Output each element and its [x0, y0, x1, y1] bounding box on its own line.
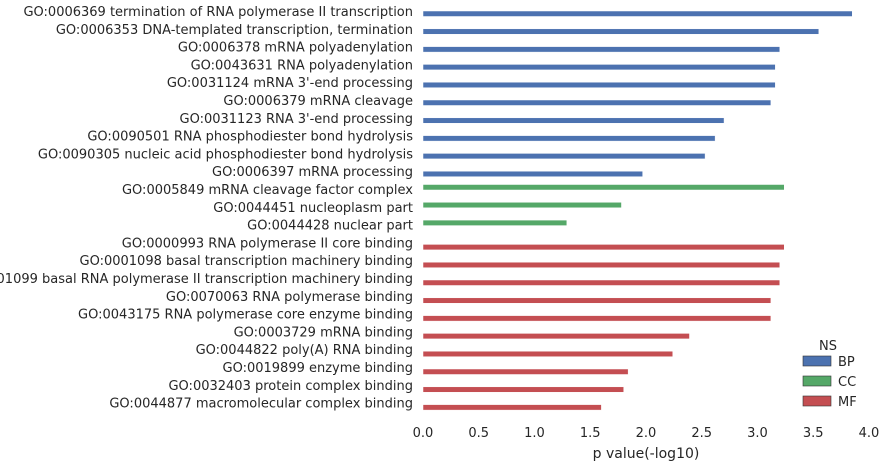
bar-1: [422, 10, 853, 17]
category-label-8: GO:0090501 RNA phosphodiester bond hydro…: [87, 130, 413, 145]
category-label-17: GO:0070063 RNA polymerase binding: [166, 290, 413, 305]
category-label-7: GO:0031123 RNA 3'-end processing: [180, 112, 414, 127]
bar-7: [422, 117, 725, 124]
bar-8: [422, 135, 716, 142]
bar-5: [422, 81, 776, 88]
x-axis-ticks: 0.0 0.5 1.0 1.5 2.0 2.5 3.0 3.5 4.0: [413, 426, 880, 441]
bar-10: [422, 170, 643, 177]
category-label-3: GO:0006378 mRNA polyadenylation: [178, 41, 413, 56]
category-label-21: GO:0019899 enzyme binding: [223, 361, 414, 376]
bar-9: [422, 153, 706, 160]
legend-title: NS: [819, 339, 837, 354]
bar-12: [422, 202, 622, 209]
category-label-11: GO:0005849 mRNA cleavage factor complex: [122, 183, 413, 198]
legend: NS BP CC MF: [802, 339, 857, 410]
bar-20: [422, 350, 674, 357]
category-label-10: GO:0006397 mRNA processing: [212, 165, 413, 180]
legend-label-cc: CC: [838, 375, 856, 390]
x-tick-label-9: 4.0: [859, 426, 880, 441]
x-tick-label-1: 0.0: [413, 426, 434, 441]
x-tick-label-3: 1.0: [524, 426, 545, 441]
category-label-23: GO:0044877 macromolecular complex bindin…: [109, 397, 413, 412]
bar-2: [422, 28, 820, 35]
category-label-5: GO:0031124 mRNA 3'-end processing: [167, 76, 413, 91]
category-label-16: GO:0001099 basal RNA polymerase II trans…: [0, 272, 413, 287]
category-label-9: GO:0090305 nucleic acid phosphodiester b…: [38, 147, 413, 162]
bar-11: [422, 184, 785, 191]
bar-18: [422, 315, 772, 322]
x-tick-label-4: 1.5: [580, 426, 601, 441]
legend-swatch-bp: [802, 355, 832, 367]
x-tick-label-7: 3.0: [747, 426, 768, 441]
bar-19: [422, 333, 690, 340]
bar-15: [422, 261, 781, 268]
legend-swatch-cc: [802, 375, 832, 387]
bar-16: [422, 279, 781, 286]
bar-23: [422, 404, 602, 411]
category-label-19: GO:0003729 mRNA binding: [234, 325, 413, 340]
bar-22: [422, 386, 624, 393]
x-axis-label: p value(-log10): [593, 446, 700, 462]
category-label-2: GO:0006353 DNA-templated transcription, …: [56, 23, 413, 38]
bar-21: [422, 368, 629, 375]
bar-14: [422, 244, 785, 251]
category-label-12: GO:0044451 nucleoplasm part: [213, 201, 413, 216]
bar-13: [422, 219, 568, 226]
legend-label-bp: BP: [838, 355, 855, 370]
category-label-15: GO:0001098 basal transcription machinery…: [80, 254, 414, 269]
category-label-22: GO:0032403 protein complex binding: [168, 379, 413, 394]
category-label-6: GO:0006379 mRNA cleavage: [223, 94, 413, 109]
category-label-1: GO:0006369 termination of RNA polymerase…: [23, 5, 413, 20]
category-labels: GO:0006369 termination of RNA polymerase…: [0, 5, 413, 412]
bar-17: [422, 297, 772, 304]
legend-label-mf: MF: [838, 395, 857, 410]
category-label-18: GO:0043175 RNA polymerase core enzyme bi…: [78, 308, 413, 323]
x-tick-label-6: 2.5: [691, 426, 712, 441]
category-label-13: GO:0044428 nuclear part: [247, 219, 413, 234]
legend-swatch-mf: [802, 395, 832, 407]
bar-3: [422, 46, 781, 53]
bar-6: [422, 99, 772, 106]
x-tick-label-5: 2.0: [636, 426, 657, 441]
bars-layer: [422, 10, 853, 411]
x-tick-label-2: 0.5: [468, 426, 489, 441]
category-label-4: GO:0043631 RNA polyadenylation: [191, 58, 413, 73]
bar-4: [422, 64, 776, 71]
category-label-14: GO:0000993 RNA polymerase II core bindin…: [122, 236, 413, 251]
x-tick-label-8: 3.5: [803, 426, 824, 441]
category-label-20: GO:0044822 poly(A) RNA binding: [196, 343, 413, 358]
